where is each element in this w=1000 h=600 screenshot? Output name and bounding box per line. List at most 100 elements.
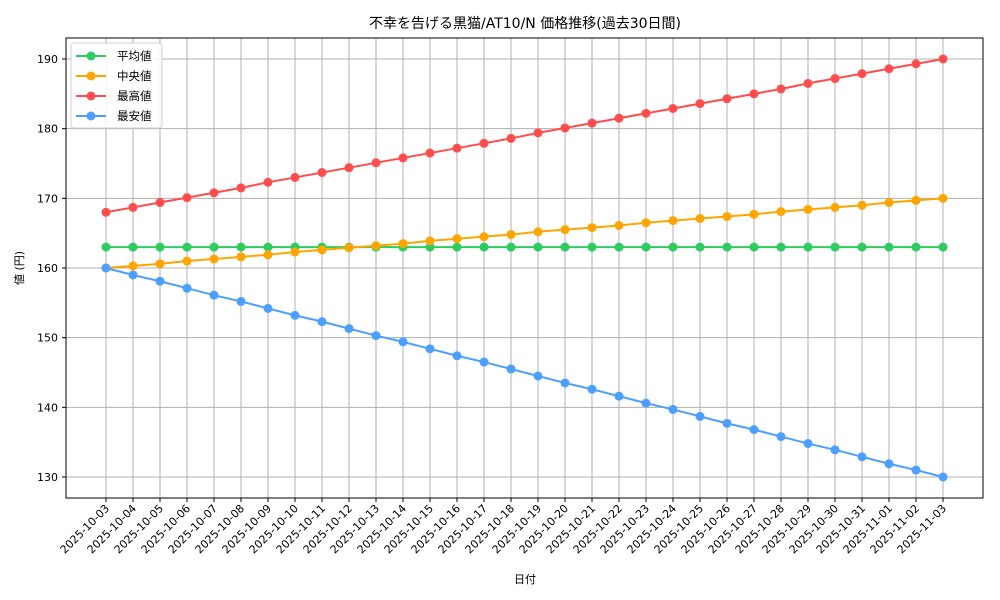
data-point (155, 276, 165, 286)
data-point (695, 214, 705, 224)
data-point (911, 242, 921, 252)
legend-marker-icon (86, 51, 96, 61)
data-point (911, 195, 921, 205)
data-point (830, 445, 840, 455)
data-point (641, 398, 651, 408)
legend-label: 中央値 (117, 69, 152, 83)
data-point (263, 303, 273, 313)
data-point (641, 108, 651, 118)
data-point (587, 242, 597, 252)
data-point (587, 118, 597, 128)
legend-label: 最安値 (117, 109, 152, 123)
data-point (425, 344, 435, 354)
data-point (803, 439, 813, 449)
data-point (236, 296, 246, 306)
data-point (236, 242, 246, 252)
legend-marker-icon (86, 111, 96, 121)
y-tick-label: 140 (37, 401, 58, 414)
series-line (101, 193, 948, 273)
data-point (857, 69, 867, 79)
y-tick-label: 190 (37, 53, 58, 66)
data-point (479, 357, 489, 367)
data-point (128, 270, 138, 280)
data-point (263, 250, 273, 260)
data-point (263, 177, 273, 187)
data-point (182, 256, 192, 266)
data-point (857, 452, 867, 462)
data-point (263, 242, 273, 252)
data-point (668, 216, 678, 226)
grid-lines (66, 38, 983, 498)
data-point (911, 59, 921, 69)
data-point (452, 234, 462, 244)
data-point (209, 254, 219, 264)
data-point (425, 242, 435, 252)
data-point (479, 232, 489, 242)
legend-label: 平均値 (117, 49, 152, 63)
y-tick-label: 180 (37, 123, 58, 136)
data-point (884, 198, 894, 208)
data-point (911, 465, 921, 475)
data-point (614, 113, 624, 123)
data-point (722, 418, 732, 428)
data-point (560, 242, 570, 252)
series-line (101, 263, 948, 482)
data-point (668, 103, 678, 113)
y-tick-label: 150 (37, 332, 58, 345)
data-point (641, 218, 651, 228)
data-point (884, 459, 894, 469)
data-point (182, 242, 192, 252)
series-line (101, 242, 948, 252)
data-point (506, 230, 516, 240)
data-point (101, 263, 111, 273)
data-point (533, 128, 543, 138)
data-point (695, 411, 705, 421)
y-tick-label: 130 (37, 471, 58, 484)
data-point (830, 202, 840, 212)
data-point (155, 259, 165, 269)
data-point (830, 74, 840, 84)
data-point (668, 404, 678, 414)
data-point (803, 78, 813, 88)
data-point (749, 242, 759, 252)
data-point (371, 331, 381, 341)
data-point (371, 158, 381, 168)
data-point (884, 242, 894, 252)
data-point (452, 242, 462, 252)
y-axis-ticks: 130 140 150 160 170 180 190 (37, 53, 66, 484)
data-point (128, 202, 138, 212)
data-point (749, 425, 759, 435)
data-point (101, 242, 111, 252)
data-point (560, 123, 570, 133)
data-point (803, 204, 813, 214)
data-point (533, 242, 543, 252)
data-point (533, 371, 543, 381)
data-point (668, 242, 678, 252)
data-point (506, 133, 516, 143)
data-point (695, 242, 705, 252)
data-point (722, 242, 732, 252)
data-point (749, 209, 759, 219)
data-point (425, 236, 435, 246)
data-point (776, 84, 786, 94)
data-point (506, 364, 516, 374)
data-point (560, 378, 570, 388)
data-point (236, 252, 246, 262)
data-point (938, 54, 948, 64)
data-point (155, 242, 165, 252)
data-point (587, 384, 597, 394)
data-point (749, 89, 759, 99)
data-point (560, 225, 570, 235)
series-line (101, 54, 948, 217)
data-point (803, 242, 813, 252)
legend-marker-icon (86, 91, 96, 101)
x-axis-ticks: 2025-10-032025-10-042025-10-052025-10-06… (58, 498, 949, 556)
data-point (776, 207, 786, 217)
y-tick-label: 160 (37, 262, 58, 275)
data-point (290, 247, 300, 257)
data-point (722, 211, 732, 221)
data-point (317, 245, 327, 255)
data-point (614, 221, 624, 231)
data-point (695, 99, 705, 109)
y-axis-label: 値 (円) (13, 251, 26, 285)
